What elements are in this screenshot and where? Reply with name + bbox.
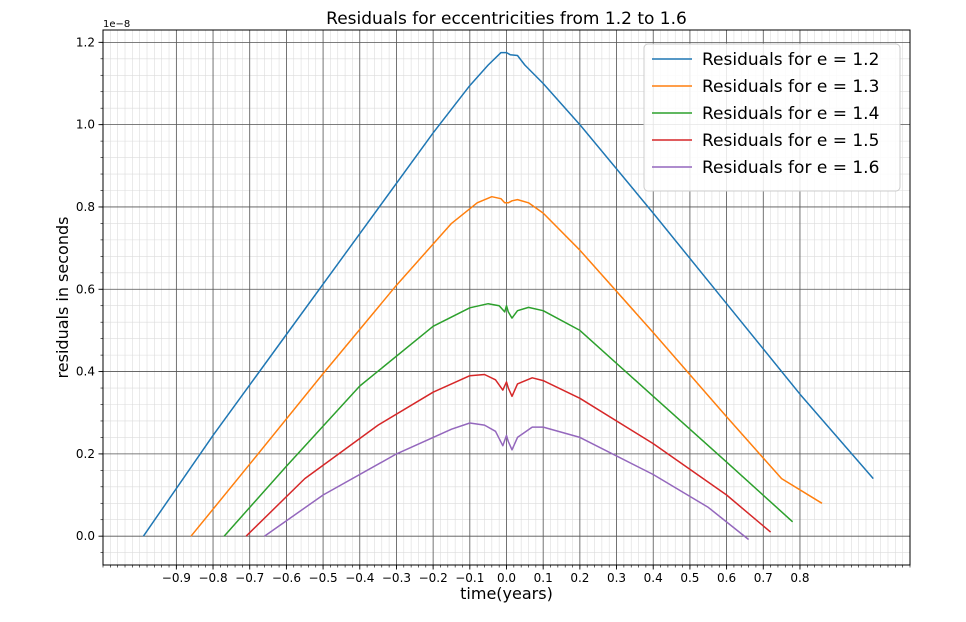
legend-label-2: Residuals for e = 1.3 bbox=[702, 77, 879, 97]
x-tick-label: 0.0 bbox=[497, 571, 516, 585]
legend-box bbox=[643, 43, 901, 192]
legend-label-4: Residuals for e = 1.5 bbox=[702, 131, 879, 151]
x-tick-label: 0.3 bbox=[607, 571, 626, 585]
x-tick-label: 0.8 bbox=[790, 571, 809, 585]
y-offset-label: 1e−8 bbox=[103, 19, 130, 30]
y-tick-label: 0.2 bbox=[76, 447, 95, 461]
legend-label-5: Residuals for e = 1.6 bbox=[702, 158, 879, 178]
y-tick-label: 0.8 bbox=[76, 200, 95, 214]
y-tick-label: 0.4 bbox=[76, 365, 95, 379]
x-tick-label: −0.9 bbox=[162, 571, 191, 585]
x-tick-label: −0.8 bbox=[198, 571, 227, 585]
axis-ticks: −0.9 −0.8 −0.7 −0.6 −0.5 −0.4 −0.3 −0.2 −0.1 0.0 0… bbox=[76, 35, 911, 585]
x-tick-label: −0.1 bbox=[455, 571, 484, 585]
series-line-3 bbox=[223, 302, 794, 537]
x-tick-label: 0.2 bbox=[570, 571, 589, 585]
y-tick-label: 1.2 bbox=[76, 35, 95, 49]
x-tick-label: −0.7 bbox=[235, 571, 264, 585]
x-tick-label: 0.7 bbox=[754, 571, 773, 585]
x-tick-label: −0.5 bbox=[309, 571, 338, 585]
series-line-4 bbox=[245, 373, 772, 537]
x-tick-label: 0.1 bbox=[534, 571, 553, 585]
y-tick-label: 0.6 bbox=[76, 282, 95, 296]
series-line-5 bbox=[263, 422, 750, 541]
series-line-1 bbox=[142, 51, 874, 537]
x-tick-label: −0.4 bbox=[345, 571, 374, 585]
legend-label-3: Residuals for e = 1.4 bbox=[702, 104, 879, 124]
x-tick-label: −0.2 bbox=[419, 571, 448, 585]
x-tick-label: 0.5 bbox=[680, 571, 699, 585]
series-line-2 bbox=[190, 195, 823, 537]
x-tick-label: 0.4 bbox=[644, 571, 663, 585]
legend-label-1: Residuals for e = 1.2 bbox=[702, 50, 879, 70]
chart-title: Residuals for eccentricities from 1.2 to… bbox=[326, 9, 687, 29]
series-layer bbox=[142, 51, 874, 541]
x-tick-label: −0.3 bbox=[382, 571, 411, 585]
y-axis-title: residuals in seconds bbox=[53, 217, 72, 379]
major-grid bbox=[103, 30, 910, 565]
y-tick-label: 1.0 bbox=[76, 118, 95, 132]
x-axis-title: time(years) bbox=[460, 584, 553, 603]
y-tick-label: 0.0 bbox=[76, 529, 95, 543]
x-tick-label: 0.6 bbox=[717, 571, 736, 585]
x-tick-label: −0.6 bbox=[272, 571, 301, 585]
legend: Residuals for e = 1.2 Residuals for e = 1… bbox=[643, 43, 901, 192]
